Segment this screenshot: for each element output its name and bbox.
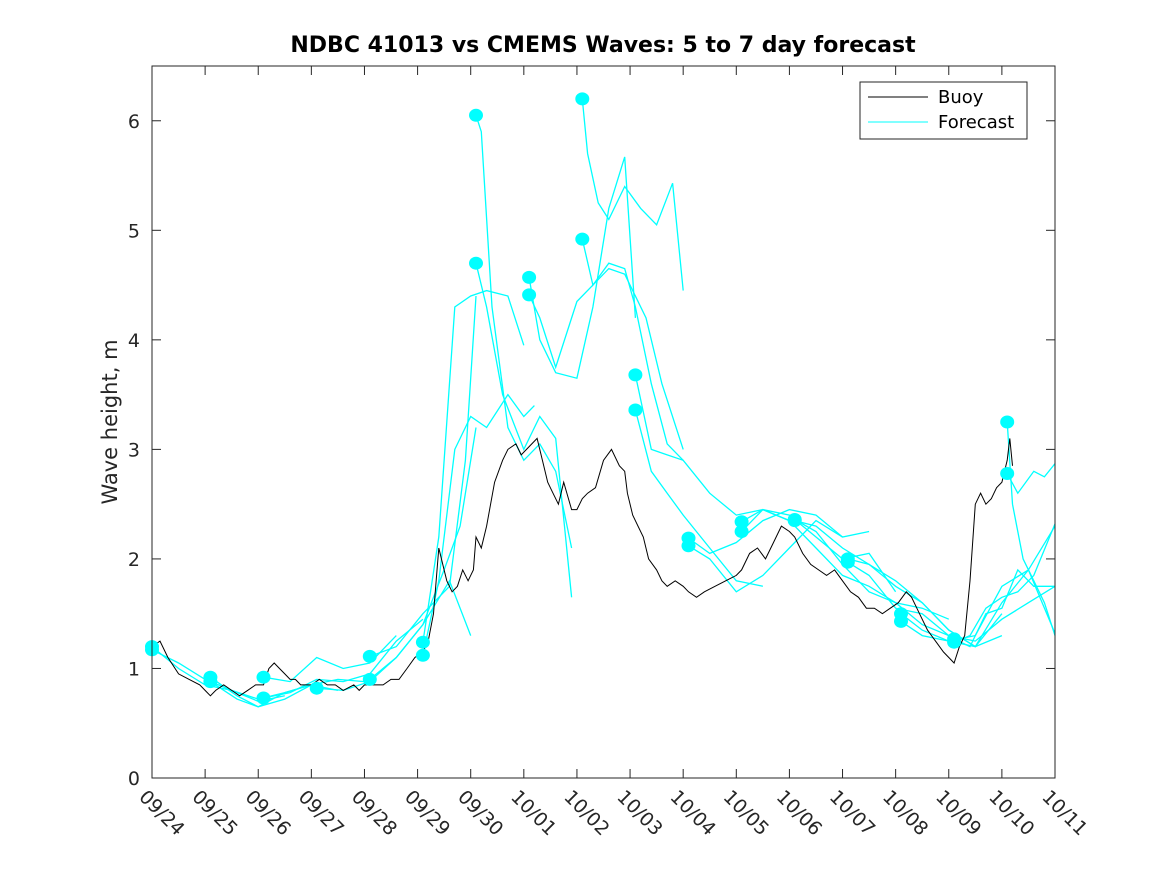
- forecast-start-marker-27: [840, 555, 855, 569]
- chart-title: NDBC 41013 vs CMEMS Waves: 5 to 7 day fo…: [290, 33, 916, 58]
- y-tick-label-0: 0: [128, 768, 140, 790]
- forecast-line-21: [688, 519, 870, 593]
- legend: Buoy Forecast: [859, 81, 1028, 140]
- forecast-line-30: [953, 568, 1055, 648]
- forecast-start-marker-14: [522, 270, 537, 284]
- buoy-series-line: [151, 437, 1013, 697]
- forecast-start-marker-5: [256, 670, 271, 684]
- y-tick-label-3: 3: [128, 439, 140, 461]
- forecast-line-20: [688, 508, 843, 555]
- forecast-lines: [151, 98, 1056, 708]
- forecast-line-18: [634, 374, 790, 522]
- y-tick-label-1: 1: [128, 658, 140, 680]
- legend-label-buoy: Buoy: [938, 87, 984, 108]
- forecast-line-14: [528, 156, 637, 379]
- forecast-start-marker-6: [256, 691, 271, 705]
- forecast-start-marker-19: [628, 403, 643, 417]
- forecast-line-4: [210, 678, 365, 708]
- forecast-start-marker-8: [362, 649, 377, 663]
- forecast-start-marker-16: [575, 92, 590, 106]
- plot-area: [152, 66, 1055, 778]
- forecast-start-marker-32: [1000, 415, 1015, 429]
- forecast-line-31: [953, 523, 1056, 643]
- forecast-start-marker-22: [734, 515, 749, 529]
- forecast-line-24: [794, 518, 950, 637]
- forecast-start-marker-13: [469, 256, 483, 270]
- legend-label-forecast: Forecast: [938, 112, 1014, 133]
- forecast-line-9: [369, 427, 477, 680]
- forecast-start-marker-9: [362, 672, 377, 686]
- forecast-start-marker-33: [1000, 467, 1015, 480]
- forecast-start-marker-15: [522, 288, 537, 302]
- forecast-line-8: [369, 295, 477, 658]
- axes-box: [151, 65, 1056, 779]
- forecast-line-6: [263, 618, 424, 699]
- forecast-start-marker-12: [469, 108, 483, 122]
- forecast-start-marker-29: [894, 614, 908, 628]
- buoy-line: [151, 437, 1013, 697]
- forecast-start-marker-11: [415, 648, 430, 662]
- forecast-line-32: [1006, 421, 1056, 636]
- forecast-start-marker-10: [415, 635, 430, 649]
- forecast-start-marker-25: [787, 514, 802, 528]
- forecast-line-16: [581, 98, 684, 291]
- forecast-start-marker-21: [681, 539, 696, 553]
- forecast-line-15: [528, 267, 684, 450]
- forecast-line-10: [422, 289, 525, 643]
- y-tick-label-2: 2: [128, 549, 140, 571]
- forecast-line-13: [475, 263, 573, 598]
- forecast-start-marker-18: [628, 368, 643, 382]
- y-tick-label-4: 4: [128, 330, 140, 352]
- forecast-start-marker-4: [203, 675, 218, 689]
- y-tick-labels: 0 1 2 3 4 5 6: [128, 111, 140, 790]
- y-tick-label-6: 6: [128, 111, 140, 133]
- y-tick-label-5: 5: [128, 220, 140, 242]
- y-axis-label: Wave height, m: [98, 339, 122, 504]
- forecast-line-19: [634, 409, 764, 587]
- forecast-line-33: [1006, 463, 1056, 495]
- forecast-start-marker-31: [947, 635, 962, 649]
- forecast-line-17: [581, 238, 684, 461]
- forecast-start-marker-17: [575, 232, 590, 246]
- forecast-start-marker-23: [734, 525, 749, 538]
- legend-box: [859, 81, 1028, 140]
- axis-ticks: [151, 66, 1056, 779]
- forecast-line-23: [741, 508, 950, 620]
- forecast-start-marker-7: [309, 681, 324, 695]
